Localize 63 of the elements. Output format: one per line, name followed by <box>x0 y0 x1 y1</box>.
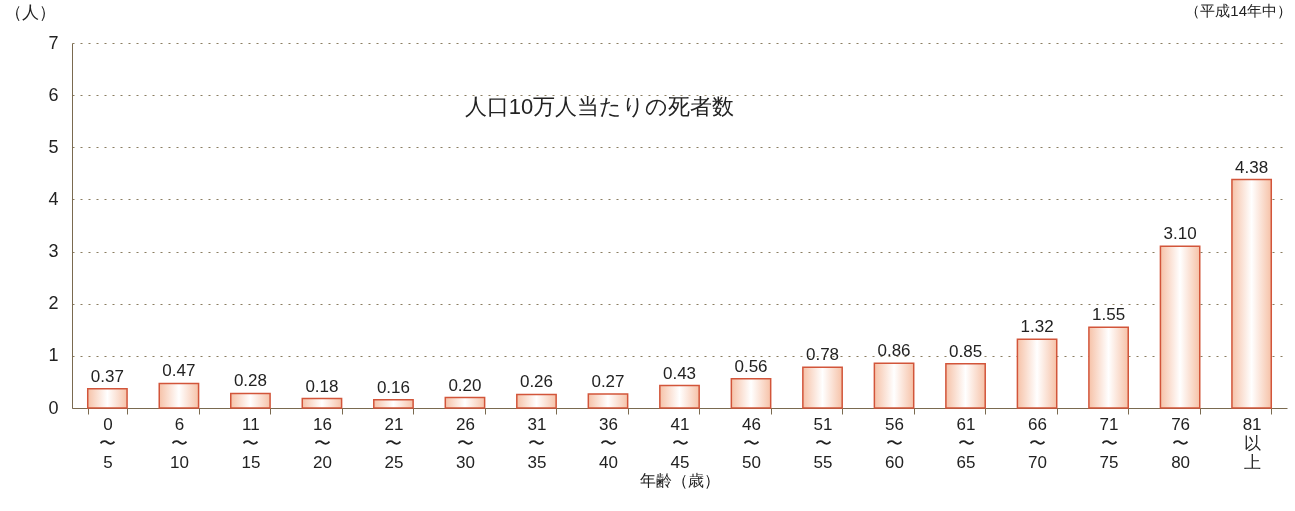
x-tick-label: 6 〜 10 <box>169 414 189 472</box>
y-tick-label: 1 <box>48 345 59 366</box>
bar <box>1231 178 1273 409</box>
bar <box>802 366 843 409</box>
y-tick-label: 3 <box>48 241 59 262</box>
y-axis-title: （人） <box>5 2 56 22</box>
x-tick-label: 0 〜 5 <box>99 414 117 472</box>
y-tick-label: 4 <box>48 188 59 209</box>
x-tick-label: 11 〜 15 <box>241 414 261 472</box>
x-axis-title: 年齢（歳） <box>640 471 720 489</box>
x-tick-label: 31 〜 35 <box>527 414 547 472</box>
data-label: 1.55 <box>1092 305 1126 325</box>
y-tick-label: 5 <box>48 136 59 157</box>
bar <box>1088 326 1129 409</box>
data-label: 0.27 <box>591 371 625 391</box>
x-tick-label: 36 〜 40 <box>599 414 618 472</box>
data-label: 0.86 <box>877 341 911 361</box>
x-tick-label: 76 〜 80 <box>1171 414 1191 472</box>
bar <box>230 392 271 409</box>
bar <box>86 387 128 409</box>
x-tick-label: 66 〜 70 <box>1028 414 1048 472</box>
x-tick-label: 56 〜 60 <box>885 414 904 472</box>
y-tick-label: 7 <box>48 32 59 53</box>
bar <box>1159 245 1201 409</box>
bar <box>516 393 557 409</box>
x-tick-label: 16 〜 20 <box>312 414 332 472</box>
bar <box>158 382 200 409</box>
data-label: 0.18 <box>305 376 339 396</box>
y-tick-label: 2 <box>48 293 59 314</box>
data-label: 0.26 <box>519 372 554 392</box>
data-label: 0.85 <box>949 341 983 361</box>
data-label: 0.56 <box>734 356 768 376</box>
data-label: 1.32 <box>1020 317 1054 337</box>
x-tick-label: 21 〜 25 <box>384 414 404 472</box>
bar <box>373 398 414 409</box>
bar <box>659 384 700 409</box>
x-tick-label: 26 〜 30 <box>456 414 475 472</box>
x-tick-label: 61 〜 65 <box>956 414 976 472</box>
x-tick-label: 71 〜 75 <box>1099 414 1119 472</box>
data-label: 0.78 <box>805 345 840 365</box>
y-tick-label: 0 <box>48 397 59 418</box>
bar <box>873 362 915 409</box>
bar <box>444 396 486 409</box>
bar <box>587 393 629 409</box>
text: 人口10万人当たりの死者数 <box>464 94 735 119</box>
data-label: 0.37 <box>90 366 124 386</box>
x-tick-label: 41 〜 45 <box>670 414 690 472</box>
bar <box>945 362 986 409</box>
data-label: 0.47 <box>162 361 196 381</box>
data-label: 0.20 <box>448 375 482 395</box>
data-label: 4.38 <box>1235 157 1269 177</box>
bar <box>730 378 772 409</box>
bar <box>1016 338 1058 409</box>
text: （平成14年中） <box>1185 2 1292 19</box>
data-label: 3.10 <box>1163 224 1197 244</box>
x-tick-label: 81 以上 <box>1242 414 1262 472</box>
bar <box>301 397 343 409</box>
x-tick-label: 51 〜 55 <box>813 414 833 472</box>
x-tick-label: 46 〜 50 <box>742 414 761 472</box>
data-label: 0.43 <box>662 363 697 383</box>
data-label: 0.16 <box>376 377 410 397</box>
data-label: 0.28 <box>233 371 267 391</box>
y-tick-label: 6 <box>48 84 59 105</box>
